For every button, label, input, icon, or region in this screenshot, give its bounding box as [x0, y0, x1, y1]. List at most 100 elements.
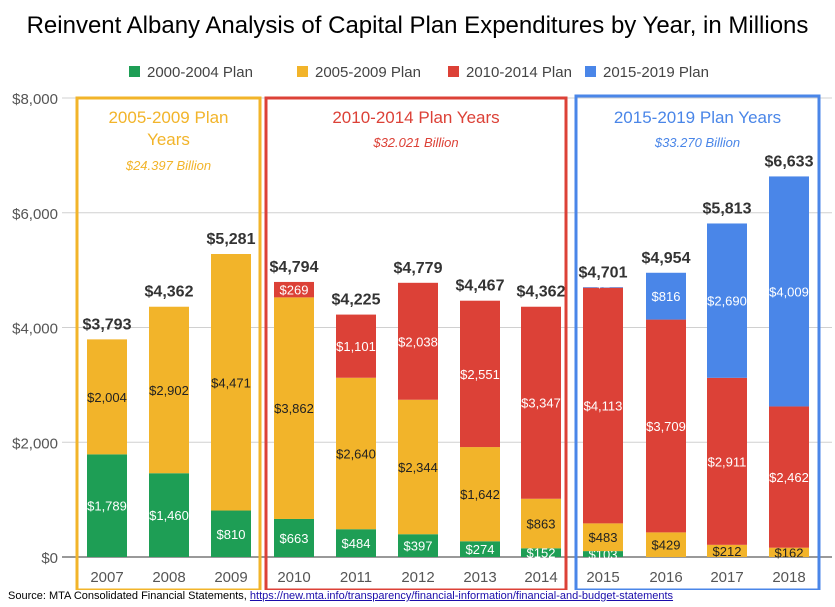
data-label: $816 [652, 289, 681, 304]
data-label: $483 [589, 530, 618, 545]
data-label: $2,038 [398, 334, 438, 349]
data-label: $663 [280, 531, 309, 546]
data-label: $2,902 [149, 383, 189, 398]
data-label: $484 [342, 536, 371, 551]
x-tick-label: 2013 [463, 569, 496, 586]
bar-segment [336, 377, 376, 530]
bar-segment [521, 498, 561, 549]
total-label: $4,467 [456, 278, 505, 295]
data-label: $269 [280, 283, 309, 298]
plan-group-title: 2015-2019 Plan Years [614, 108, 781, 127]
data-label: $3,709 [646, 419, 686, 434]
x-tick-label: 2009 [214, 569, 247, 586]
plan-group-box [574, 94, 821, 590]
bar-segment [336, 314, 376, 378]
bar-segment [149, 306, 189, 474]
total-label: $4,362 [517, 284, 566, 301]
bar-segment [521, 306, 561, 499]
plan-group-title: 2010-2014 Plan Years [332, 108, 499, 127]
bar-segment [769, 406, 809, 548]
bar-segment [336, 529, 376, 557]
data-label: $2,004 [87, 390, 127, 405]
total-label: $6,633 [765, 153, 814, 170]
bar-segment [87, 339, 127, 455]
x-tick-label: 2018 [772, 569, 805, 586]
bar-segment [707, 223, 747, 378]
total-label: $5,813 [703, 200, 752, 217]
x-tick-label: 2011 [340, 569, 372, 586]
y-tick-label: $8,000 [12, 91, 58, 108]
data-label: $162 [775, 545, 804, 560]
bar-segment [646, 272, 686, 320]
y-tick-label: $2,000 [12, 435, 58, 452]
bar-segment [274, 281, 314, 298]
bar-segment [149, 473, 189, 557]
bar-segment [769, 176, 809, 407]
data-label: $1,101 [336, 339, 376, 354]
bar-segment [521, 548, 561, 557]
source-link[interactable]: https://new.mta.info/transparency/financ… [249, 590, 674, 602]
bar-segment [460, 300, 500, 448]
data-label: $2,640 [336, 446, 376, 461]
bar-segment [583, 287, 623, 524]
bar-segment [398, 399, 438, 535]
y-tick-label: $6,000 [12, 206, 58, 223]
total-label: $4,954 [642, 250, 691, 267]
total-label: $5,281 [207, 231, 256, 248]
bar-segment [87, 454, 127, 557]
plan-group-total: $33.270 Billion [654, 135, 740, 150]
x-tick-label: 2017 [710, 569, 743, 586]
data-label: $429 [652, 538, 681, 553]
plan-group-total: $32.021 Billion [372, 135, 458, 150]
bar-segment [583, 523, 623, 552]
x-tick-label: 2008 [152, 569, 185, 586]
legend-swatch [448, 66, 459, 77]
bar-segment [646, 319, 686, 533]
data-label: $1,460 [149, 508, 189, 523]
bar-segment [274, 297, 314, 519]
data-label: $4,113 [584, 398, 623, 413]
bar-segment [707, 377, 747, 545]
data-label: $2,911 [708, 454, 747, 469]
bar-segment [646, 532, 686, 557]
legend-swatch [297, 66, 308, 77]
data-label: $2,344 [398, 460, 438, 475]
data-label: $274 [466, 542, 495, 557]
data-label: $3,862 [274, 401, 314, 416]
bar-segment [211, 254, 251, 511]
bar-segment [769, 547, 809, 557]
bar-segment [707, 544, 747, 557]
data-label: $1,642 [460, 487, 500, 502]
plan-group-title: 2005-2009 Plan [108, 108, 228, 127]
bar-segment [460, 447, 500, 542]
total-label: $4,794 [270, 259, 319, 276]
data-label: $863 [527, 517, 556, 532]
bar-segment [460, 541, 500, 557]
plan-group-box [264, 96, 568, 590]
plan-group-box [75, 96, 262, 590]
data-label: $1,789 [87, 499, 127, 514]
data-label: $4,009 [769, 284, 809, 299]
data-label: $152 [527, 546, 556, 561]
data-label: $2,551 [460, 367, 500, 382]
legend-label: 2010-2014 Plan [466, 64, 572, 81]
legend-label: 2000-2004 Plan [147, 64, 253, 81]
plan-group-total: $24.397 Billion [125, 158, 211, 173]
total-label: $4,362 [145, 284, 194, 301]
legend-swatch [129, 66, 140, 77]
total-label: $4,779 [394, 260, 443, 277]
y-tick-label: $0 [41, 550, 58, 567]
x-tick-label: 2010 [277, 569, 310, 586]
legend-label: 2015-2019 Plan [603, 64, 709, 81]
bar-segment [211, 510, 251, 557]
bar-segment [398, 534, 438, 557]
source-note: Source: MTA Consolidated Financial State… [8, 590, 673, 602]
x-tick-label: 2007 [90, 569, 123, 586]
x-tick-label: 2014 [524, 569, 557, 586]
source-prefix: Source: MTA Consolidated Financial State… [8, 590, 247, 602]
x-tick-label: 2015 [586, 569, 619, 586]
stacked-bar-chart: $0 $2,000 $4,000 $6,000 $8,000 2000-2004 Plan… [12, 64, 832, 590]
total-label: $4,225 [332, 292, 381, 309]
x-tick-label: 2012 [401, 569, 434, 586]
data-label: $397 [404, 539, 433, 554]
